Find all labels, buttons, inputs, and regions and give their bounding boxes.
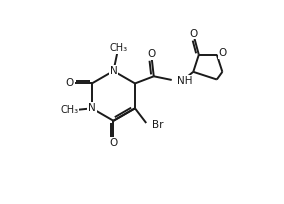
Text: O: O bbox=[109, 138, 118, 148]
Text: N: N bbox=[110, 66, 117, 76]
Text: O: O bbox=[66, 78, 74, 89]
Text: CH₃: CH₃ bbox=[109, 43, 127, 53]
Text: N: N bbox=[88, 103, 96, 113]
Text: CH₃: CH₃ bbox=[60, 105, 78, 115]
Text: NH: NH bbox=[178, 76, 193, 86]
Text: O: O bbox=[219, 48, 227, 58]
Text: O: O bbox=[190, 29, 198, 39]
Text: O: O bbox=[147, 49, 155, 59]
Text: Br: Br bbox=[152, 120, 163, 130]
